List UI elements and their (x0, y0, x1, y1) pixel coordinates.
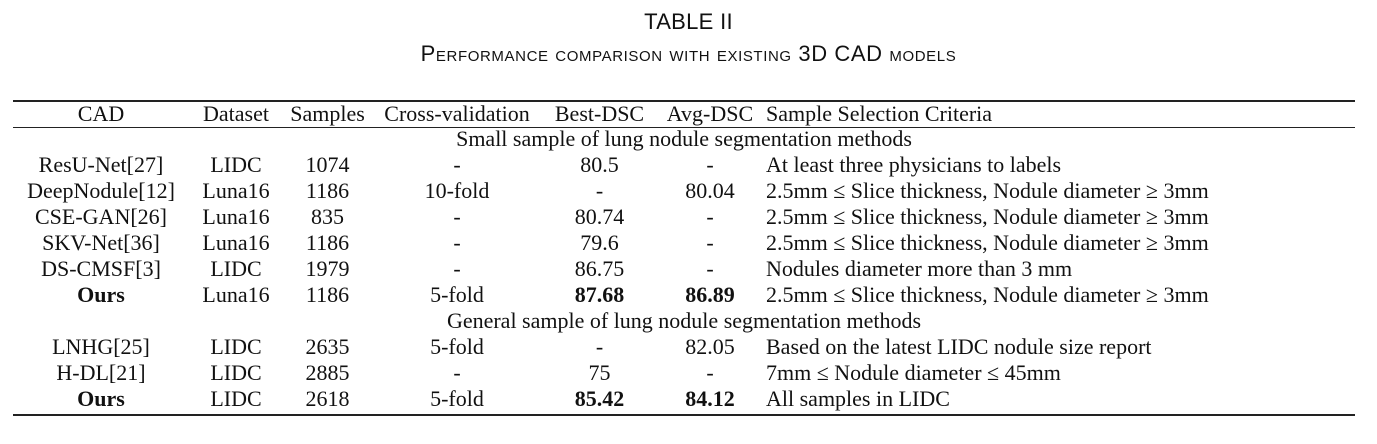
cell-criteria: At least three physicians to labels (766, 152, 1062, 177)
table-row: Ours LIDC 2618 5-fold 85.42 84.12 All samples … (13, 386, 1355, 412)
cell-criteria: 2.5mm ≤ Slice thickness, Nodule diameter… (766, 230, 1209, 255)
cell-cross-validation: - (453, 360, 461, 385)
cell-dataset: LIDC (210, 152, 262, 177)
cell-best-dsc: 80.74 (574, 204, 625, 229)
cell-samples: 1186 (305, 178, 350, 203)
cell-cad: H-DL[21] (56, 360, 146, 385)
column-header-best-dsc: Best-DSC (554, 101, 645, 126)
cell-cross-validation: 5-fold (430, 386, 484, 411)
cell-avg-dsc: - (706, 360, 714, 385)
cell-cross-validation: 5-fold (430, 282, 484, 307)
cell-cad: Ours (77, 282, 125, 307)
cell-dataset: LIDC (210, 386, 262, 411)
cell-avg-dsc: - (706, 152, 714, 177)
cell-criteria: 2.5mm ≤ Slice thickness, Nodule diameter… (766, 204, 1209, 229)
cell-best-dsc: 79.6 (580, 230, 619, 255)
cell-dataset: Luna16 (202, 230, 270, 255)
cell-cross-validation: - (453, 230, 461, 255)
comparison-table: CAD Dataset Samples Cross-validation Bes… (13, 101, 1355, 412)
cell-samples: 1186 (305, 230, 350, 255)
cell-avg-dsc: 86.89 (685, 282, 735, 307)
cell-best-dsc: - (595, 334, 604, 359)
table-title: Performance comparison with existing 3D … (420, 41, 957, 66)
column-header-cad: CAD (77, 101, 125, 126)
cell-best-dsc: 75 (588, 360, 611, 385)
cell-cad: DeepNodule[12] (27, 178, 175, 203)
table-row: DeepNodule[12] Luna16 1186 10-fold - 80.04 2.5… (13, 178, 1355, 204)
table-row: SKV-Net[36] Luna16 1186 - 79.6 - 2.5mm ≤ Slice… (13, 230, 1355, 256)
cell-best-dsc: 80.5 (580, 152, 619, 177)
cell-best-dsc: 87.68 (574, 282, 625, 307)
section-title: Small sample of lung nodule segmentation… (456, 126, 912, 151)
column-header-avg-dsc: Avg-DSC (666, 101, 754, 126)
cell-cad: Ours (77, 386, 125, 411)
column-header-dataset: Dataset (203, 101, 269, 126)
bottom-rule (13, 414, 1355, 416)
cell-samples: 835 (311, 204, 344, 229)
column-header-criteria: Sample Selection Criteria (766, 101, 993, 126)
table-row: H-DL[21] LIDC 2885 - 75 - 7mm ≤ Nodule diamete… (13, 360, 1355, 386)
section-header-row: General sample of lung nodule segmentati… (13, 308, 1355, 334)
cell-criteria: Based on the latest LIDC nodule size rep… (766, 334, 1152, 359)
table-body: Small sample of lung nodule segmentation… (13, 126, 1355, 412)
cell-cad: SKV-Net[36] (42, 230, 160, 255)
cell-avg-dsc: 82.05 (685, 334, 735, 359)
cell-cross-validation: - (453, 204, 461, 229)
cell-criteria: All samples in LIDC (766, 386, 950, 411)
table-row: CSE-GAN[26] Luna16 835 - 80.74 - 2.5mm ≤ Slice… (13, 204, 1355, 230)
cell-dataset: LIDC (210, 334, 262, 359)
cell-dataset: Luna16 (202, 204, 270, 229)
cell-samples: 2885 (305, 360, 350, 385)
section-title: General sample of lung nodule segmentati… (446, 308, 922, 333)
cell-cad: CSE-GAN[26] (35, 204, 167, 229)
cell-cross-validation: - (453, 152, 461, 177)
cell-dataset: Luna16 (202, 178, 270, 203)
cell-cad: DS-CMSF[3] (41, 256, 161, 281)
cell-avg-dsc: - (706, 204, 714, 229)
cell-cross-validation: 5-fold (430, 334, 484, 359)
cell-avg-dsc: 84.12 (685, 386, 735, 411)
cell-best-dsc: 86.75 (574, 256, 625, 281)
table-label: TABLE II (644, 9, 733, 34)
section-header-row: Small sample of lung nodule segmentation… (13, 126, 1355, 152)
cell-criteria: Nodules diameter more than 3 mm (766, 256, 1073, 281)
cell-best-dsc: 85.42 (574, 386, 625, 411)
cell-criteria: 2.5mm ≤ Slice thickness, Nodule diameter… (766, 282, 1209, 307)
cell-cross-validation: - (453, 256, 461, 281)
cell-dataset: Luna16 (202, 282, 270, 307)
cell-avg-dsc: - (706, 230, 714, 255)
cell-criteria: 7mm ≤ Nodule diameter ≤ 45mm (766, 360, 1061, 385)
cell-avg-dsc: - (706, 256, 714, 281)
table-row: DS-CMSF[3] LIDC 1979 - 86.75 - Nodules diamete… (13, 256, 1355, 282)
cell-samples: 2618 (305, 386, 350, 411)
cell-criteria: 2.5mm ≤ Slice thickness, Nodule diameter… (766, 178, 1209, 203)
cell-samples: 1186 (305, 282, 350, 307)
table-row: ResU-Net[27] LIDC 1074 - 80.5 - At least three… (13, 152, 1355, 178)
cell-cross-validation: 10-fold (424, 178, 490, 203)
cell-samples: 2635 (305, 334, 350, 359)
cell-dataset: LIDC (210, 360, 262, 385)
header-row: CAD Dataset Samples Cross-validation Bes… (13, 101, 1355, 126)
top-rule (13, 100, 1355, 102)
table-row: Ours Luna16 1186 5-fold 87.68 86.89 2.5mm ≤ Sl… (13, 282, 1355, 308)
cell-samples: 1074 (305, 152, 350, 177)
table-row: LNHG[25] LIDC 2635 5-fold - 82.05 Based on the… (13, 334, 1355, 360)
cell-best-dsc: - (595, 178, 604, 203)
cell-avg-dsc: 80.04 (685, 178, 735, 203)
header-rule (13, 127, 1355, 128)
cell-dataset: LIDC (210, 256, 262, 281)
cell-samples: 1979 (305, 256, 350, 281)
column-header-cross-validation: Cross-validation (384, 101, 530, 126)
column-header-samples: Samples (290, 101, 365, 126)
cell-cad: LNHG[25] (52, 334, 150, 359)
cell-cad: ResU-Net[27] (38, 152, 164, 177)
